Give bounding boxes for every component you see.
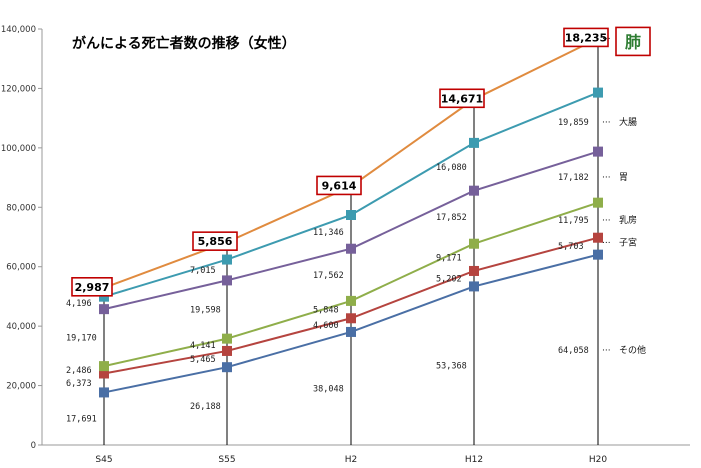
point-大腸 <box>222 254 232 265</box>
segment-label-乳房: 4,141 <box>190 341 216 351</box>
segment-label-子宮: 5,703 <box>558 242 584 252</box>
series-label-乳房: 乳房 <box>619 214 637 226</box>
segment-label-その他: 64,058 <box>558 346 589 356</box>
x-tick-label: H20 <box>589 455 607 465</box>
leader-dots: ··· <box>602 34 611 44</box>
segment-label-子宮: 5,465 <box>190 355 216 365</box>
segment-label-大腸: 19,859 <box>558 118 589 128</box>
highlight-box <box>192 231 238 251</box>
segment-label-乳房: 2,486 <box>66 366 92 376</box>
y-tick-label: 20,000 <box>6 382 36 392</box>
segment-label-乳房: 11,795 <box>558 216 589 226</box>
point-その他 <box>593 249 603 260</box>
segment-label-胃: 17,182 <box>558 173 589 183</box>
y-tick-label: 100,000 <box>1 144 36 154</box>
segment-label-乳房: 5,848 <box>313 306 339 316</box>
axes: 0 20,000 40,000 60,000 80,000 100,000 120,000 1… <box>1 25 690 465</box>
point-乳房 <box>469 238 479 249</box>
x-tick-label: S45 <box>95 455 112 465</box>
leader-dots: ··· <box>602 346 611 356</box>
highlight-box-lung <box>615 26 651 57</box>
segment-label-肺: 18,235 <box>565 31 607 44</box>
segment-label-胃: 19,170 <box>66 334 97 344</box>
x-tick-label: H2 <box>345 455 358 465</box>
segment-label-子宮: 5,202 <box>436 275 462 285</box>
point-乳房 <box>222 333 232 344</box>
point-胃 <box>222 275 232 286</box>
chart-title: がんによる死亡者数の推移（女性） <box>72 35 296 52</box>
segment-labels: 17,691 26,188 38,048 53,368 64,058 6,373 5,465… <box>66 27 609 425</box>
point-子宮 <box>222 345 232 356</box>
point-大腸 <box>593 87 603 98</box>
point-その他 <box>469 281 479 292</box>
category-lines <box>103 38 599 445</box>
highlight-box <box>439 88 485 109</box>
point-大腸 <box>469 137 479 148</box>
segment-label-その他: 26,188 <box>190 402 221 412</box>
segment-label-その他: 53,368 <box>436 362 467 372</box>
highlight-box <box>71 277 113 297</box>
point-子宮 <box>469 265 479 276</box>
point-胃 <box>593 146 603 157</box>
segment-label-大腸: 7,015 <box>190 266 216 276</box>
segment-label-その他: 17,691 <box>66 415 97 425</box>
y-tick-label: 80,000 <box>6 203 36 213</box>
point-その他 <box>346 326 356 337</box>
series-label-大腸: 大腸 <box>619 116 637 128</box>
segment-label-子宮: 6,373 <box>66 379 92 389</box>
y-tick-label: 0 <box>31 441 36 451</box>
point-胃 <box>469 185 479 196</box>
series-label-その他: その他 <box>619 344 646 356</box>
point-大腸 <box>346 209 356 220</box>
point-その他 <box>99 387 109 398</box>
segment-label-肺: 5,856 <box>198 235 233 248</box>
point-子宮 <box>99 368 109 379</box>
segment-label-大腸: 11,346 <box>313 228 344 238</box>
point-その他 <box>222 362 232 373</box>
y-tick-label: 120,000 <box>1 84 36 94</box>
point-子宮 <box>593 232 603 243</box>
segment-label-胃: 17,852 <box>436 213 467 223</box>
point-胃 <box>99 304 109 315</box>
series-label-子宮: 子宮 <box>619 237 637 249</box>
x-tick-label: H12 <box>465 455 483 465</box>
y-tick-label: 60,000 <box>6 263 36 273</box>
point-乳房 <box>99 361 109 372</box>
segment-label-肺: 14,671 <box>441 92 483 105</box>
end-labels: ··· その他 ··· 子宮 ··· 乳房 ··· 胃 ··· 大腸 ··· 肺 <box>602 26 651 356</box>
point-子宮 <box>346 313 356 324</box>
point-乳房 <box>346 295 356 306</box>
segment-label-大腸: 4,196 <box>66 299 92 309</box>
segment-label-肺: 2,987 <box>75 281 110 294</box>
series-label-肺: 肺 <box>625 32 641 51</box>
segment-label-胃: 19,598 <box>190 306 221 316</box>
series-label-胃: 胃 <box>619 172 628 183</box>
point-胃 <box>346 243 356 254</box>
x-tick-label: S55 <box>218 455 235 465</box>
leader-dots: ··· <box>602 118 611 128</box>
point-大腸 <box>99 291 109 302</box>
segment-label-胃: 17,562 <box>313 271 344 281</box>
leader-dots: ··· <box>602 173 611 183</box>
y-tick-label: 140,000 <box>1 25 36 35</box>
highlight-box <box>563 27 609 48</box>
segment-label-大腸: 16,080 <box>436 163 467 173</box>
segment-label-その他: 38,048 <box>313 384 344 394</box>
segment-label-乳房: 9,171 <box>436 253 462 263</box>
highlight-box <box>316 175 362 196</box>
segment-label-肺: 9,614 <box>322 179 357 192</box>
point-乳房 <box>593 197 603 208</box>
leader-dots: ··· <box>602 216 611 226</box>
y-tick-label: 40,000 <box>6 322 36 332</box>
segment-label-子宮: 4,600 <box>313 321 339 331</box>
leader-dots: ··· <box>602 239 611 249</box>
